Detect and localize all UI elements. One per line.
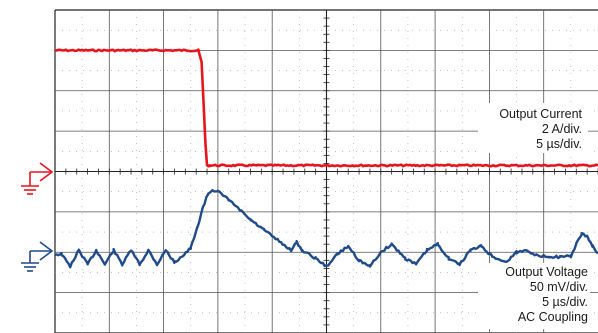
ground-icon: [21, 250, 52, 272]
series-line-output-current: [54, 48, 598, 168]
ch2-name: Output Voltage: [505, 265, 588, 279]
ch2-scale: 50 mV/div.: [530, 280, 588, 294]
ch1-marker: [21, 162, 54, 195]
ch1-label-bg: [478, 103, 588, 153]
ch2-coupling: AC Coupling: [518, 310, 588, 324]
ch1-name: Output Current: [499, 107, 582, 121]
ch1-timebase: 5 µs/div.: [536, 137, 582, 151]
arrow-right-icon: [39, 241, 54, 261]
ground-icon: [21, 171, 52, 195]
arrow-right-icon: [39, 162, 54, 182]
ch2-label-bg: [478, 263, 590, 329]
ch2-marker: [21, 241, 54, 272]
ch1-scale: 2 A/div.: [542, 122, 582, 136]
series-line-output-voltage: [54, 188, 598, 269]
ch2-timebase: 5 µs/div.: [542, 295, 588, 309]
